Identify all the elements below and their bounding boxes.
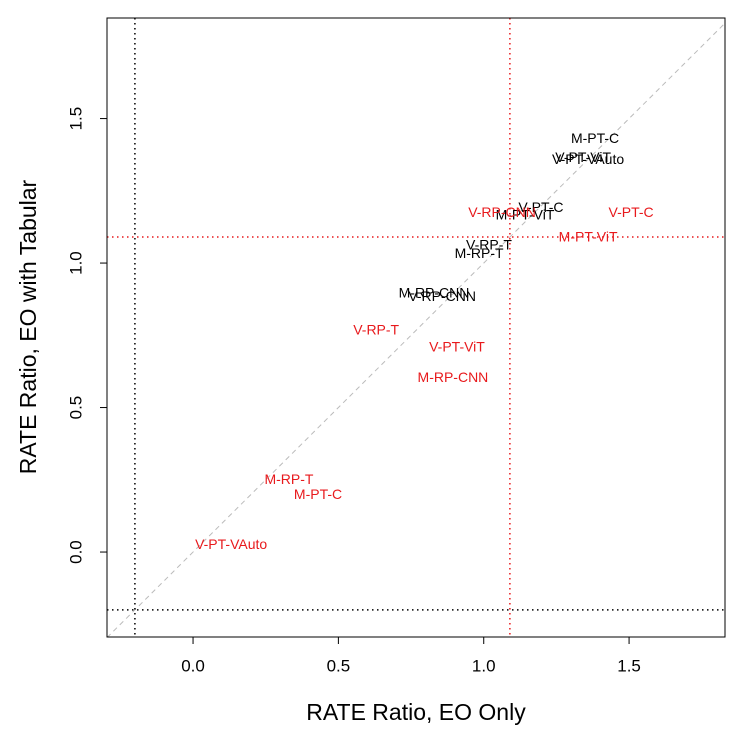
plot-area: M-PT-CV-PT-ViTV-PT-VAutoV-PT-CM-PT-ViTV-… [107,18,725,637]
point-label: V-RP-T [353,322,399,338]
point-label: M-PT-C [571,130,619,146]
point-label: M-RP-T [455,245,504,261]
y-tick-label: 1.0 [66,251,85,275]
point-label: M-PT-ViT [496,207,555,223]
point-label: V-PT-ViT [555,149,611,165]
point-label: V-PT-C [609,204,654,220]
diagonal-line [107,22,725,637]
y-axis-title: RATE Ratio, EO with Tabular [15,179,41,474]
point-label: M-RP-CNN [418,369,489,385]
x-tick-label: 0.0 [181,656,205,675]
point-label: V-PT-VAuto [195,536,267,552]
point-label: V-RP-T [466,237,512,253]
point-label: M-RP-CNN [399,285,470,301]
point-label: V-PT-ViT [429,339,485,355]
point-label: M-PT-ViT [559,229,618,245]
point-label: V-RP-CNN [408,288,476,304]
y-tick-label: 0.0 [66,540,85,564]
point-label: V-RP-CNN [468,204,536,220]
point-label: V-PT-VAuto [552,151,624,167]
x-tick-label: 1.5 [617,656,641,675]
y-tick-label: 0.5 [66,396,85,420]
x-tick-label: 0.5 [327,656,351,675]
point-label: M-RP-T [264,471,313,487]
point-label: V-PT-C [518,199,563,215]
y-tick-label: 1.5 [66,107,85,131]
x-tick-label: 1.0 [472,656,496,675]
x-axis-title: RATE Ratio, EO Only [306,699,526,725]
point-label: M-PT-C [294,486,342,502]
